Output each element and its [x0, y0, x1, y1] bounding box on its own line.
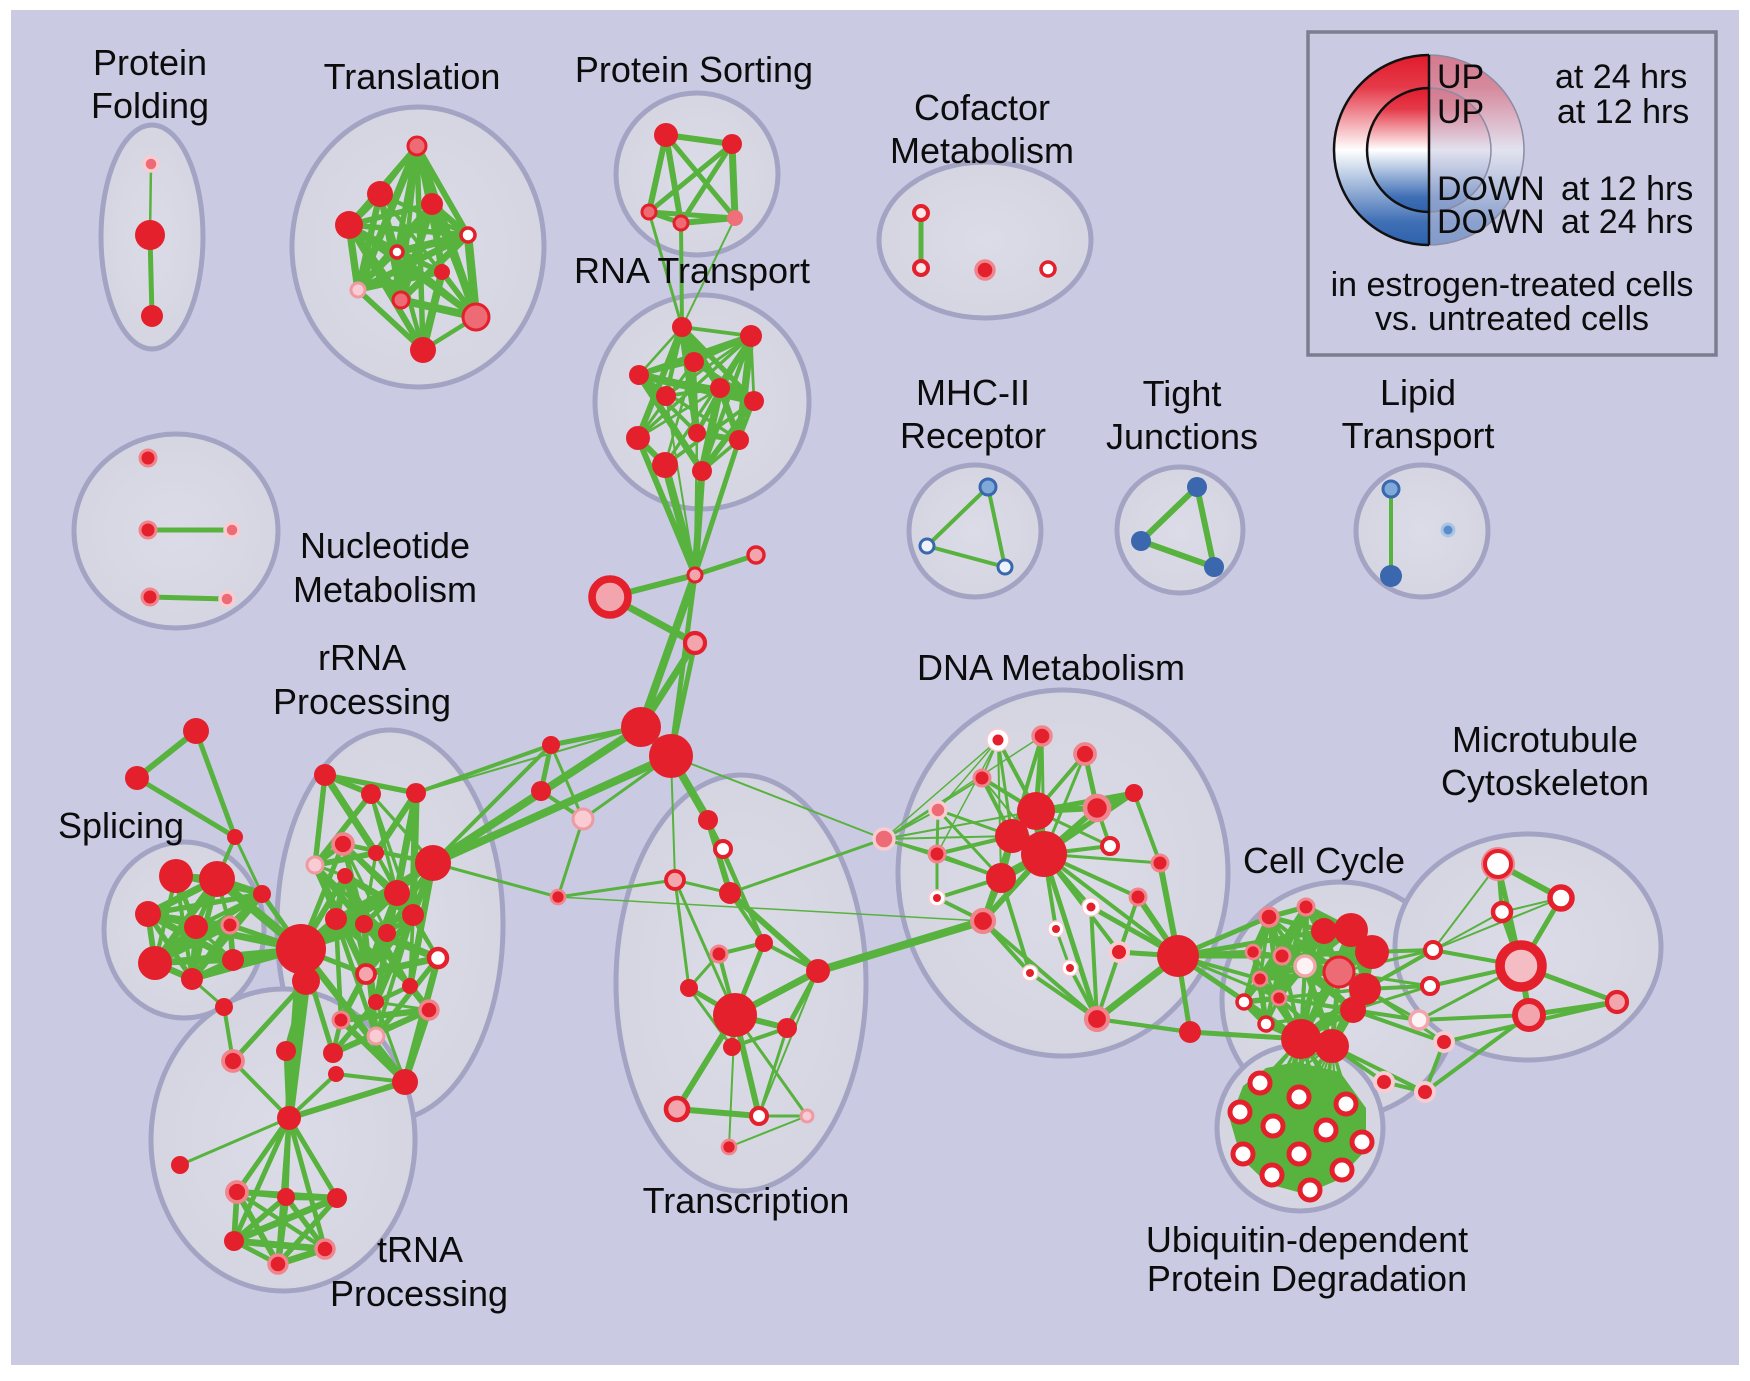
svg-text:at 24 hrs: at 24 hrs — [1561, 203, 1693, 241]
svg-text:Tight: Tight — [1143, 373, 1222, 414]
svg-text:UP: UP — [1437, 93, 1484, 131]
svg-text:Cofactor: Cofactor — [914, 87, 1050, 128]
svg-text:Transcription: Transcription — [643, 1180, 850, 1221]
svg-text:Protein Degradation: Protein Degradation — [1147, 1258, 1467, 1299]
svg-text:DNA Metabolism: DNA Metabolism — [917, 647, 1185, 688]
svg-text:at 24 hrs: at 24 hrs — [1555, 58, 1687, 96]
svg-text:Cytoskeleton: Cytoskeleton — [1441, 762, 1649, 803]
svg-text:UP: UP — [1437, 58, 1484, 96]
svg-text:at 12 hrs: at 12 hrs — [1561, 170, 1693, 208]
svg-text:Junctions: Junctions — [1106, 416, 1258, 457]
svg-text:Processing: Processing — [330, 1273, 508, 1314]
svg-text:Ubiquitin-dependent: Ubiquitin-dependent — [1146, 1219, 1468, 1260]
svg-text:Microtubule: Microtubule — [1452, 719, 1638, 760]
svg-text:Lipid: Lipid — [1380, 372, 1456, 413]
svg-text:RNA Transport: RNA Transport — [574, 250, 810, 291]
svg-text:Nucleotide: Nucleotide — [300, 525, 470, 566]
svg-text:DOWN: DOWN — [1437, 170, 1545, 208]
svg-text:DOWN: DOWN — [1437, 203, 1545, 241]
svg-text:in estrogen-treated cells: in estrogen-treated cells — [1331, 266, 1694, 304]
svg-text:MHC-II: MHC-II — [916, 372, 1030, 413]
svg-text:vs. untreated cells: vs. untreated cells — [1375, 300, 1649, 338]
svg-text:Processing: Processing — [273, 681, 451, 722]
svg-text:Folding: Folding — [91, 85, 209, 126]
svg-text:Protein: Protein — [93, 42, 207, 83]
svg-text:Transport: Transport — [1342, 415, 1495, 456]
svg-text:Receptor: Receptor — [900, 415, 1046, 456]
svg-text:Cell Cycle: Cell Cycle — [1243, 840, 1405, 881]
svg-text:Protein Sorting: Protein Sorting — [575, 49, 813, 90]
svg-text:rRNA: rRNA — [318, 637, 406, 678]
svg-text:Metabolism: Metabolism — [293, 569, 477, 610]
svg-text:Translation: Translation — [324, 56, 501, 97]
svg-text:Splicing: Splicing — [58, 805, 184, 846]
svg-text:Metabolism: Metabolism — [890, 130, 1074, 171]
svg-text:tRNA: tRNA — [377, 1229, 463, 1270]
svg-text:at 12 hrs: at 12 hrs — [1557, 93, 1689, 131]
